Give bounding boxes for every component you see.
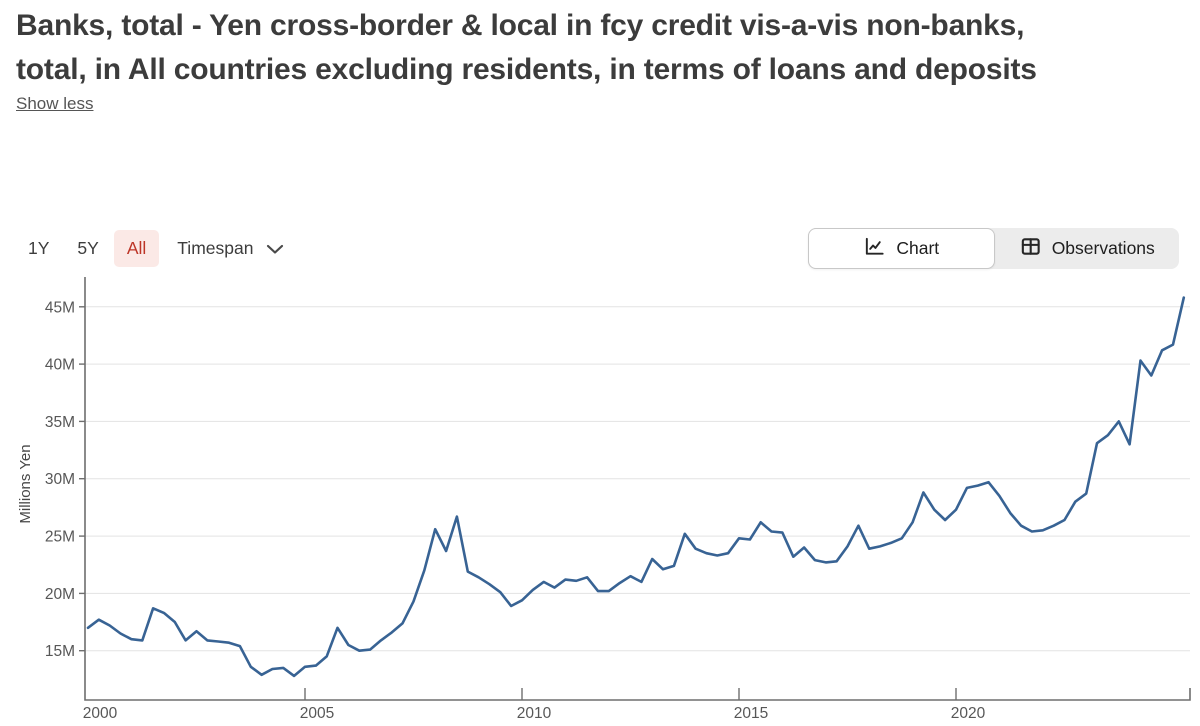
x-axis-tick-label: 2005 bbox=[300, 705, 334, 722]
range-button-all[interactable]: All bbox=[113, 229, 160, 267]
y-axis-tick-label: 20M bbox=[45, 586, 75, 603]
view-toggle: Chart Observations bbox=[808, 228, 1179, 269]
axis bbox=[84, 277, 1191, 701]
chart-view-button[interactable]: Chart bbox=[808, 228, 995, 269]
page-title-line-2: total, in All countries excluding reside… bbox=[16, 53, 1037, 86]
show-less-link[interactable]: Show less bbox=[16, 94, 94, 113]
range-button-5y[interactable]: 5Y bbox=[77, 237, 99, 258]
timespan-toolbar: 1Y 5Y All Timespan bbox=[28, 228, 284, 268]
y-axis-tick-label: 45M bbox=[45, 299, 75, 316]
x-axis-tick-label: 2000 bbox=[83, 705, 118, 722]
observations-view-button[interactable]: Observations bbox=[995, 228, 1180, 269]
table-icon bbox=[1019, 235, 1042, 263]
x-axis-tick-label: 2015 bbox=[734, 705, 768, 722]
line-chart[interactable]: 15M 20M 25M 30M 35M 40M 45M 2000 2005 2010 2015 202… bbox=[0, 266, 1200, 726]
y-axis-tick-label: 30M bbox=[45, 471, 75, 488]
chevron-down-icon[interactable] bbox=[266, 239, 284, 260]
line-chart-icon bbox=[863, 235, 886, 263]
y-axis-tick-label: 35M bbox=[45, 414, 75, 431]
y-axis-tick-label: 25M bbox=[45, 529, 75, 546]
y-axis-tick-label: 15M bbox=[45, 643, 75, 660]
x-axis-tick-label: 2010 bbox=[517, 705, 552, 722]
range-button-1y[interactable]: 1Y bbox=[28, 237, 50, 258]
page-title: Banks, total - Yen cross-border & local … bbox=[16, 4, 1037, 92]
chart-view-label: Chart bbox=[896, 238, 940, 258]
x-axis-tick-label: 2020 bbox=[951, 705, 986, 722]
timespan-dropdown[interactable]: Timespan bbox=[177, 237, 254, 258]
series-line bbox=[86, 296, 1186, 678]
page-title-line-1: Banks, total - Yen cross-border & local … bbox=[16, 9, 1025, 42]
y-axis-tick-label: 40M bbox=[45, 357, 75, 374]
y-axis-title: Millions Yen bbox=[17, 444, 34, 523]
observations-view-label: Observations bbox=[1051, 238, 1155, 258]
